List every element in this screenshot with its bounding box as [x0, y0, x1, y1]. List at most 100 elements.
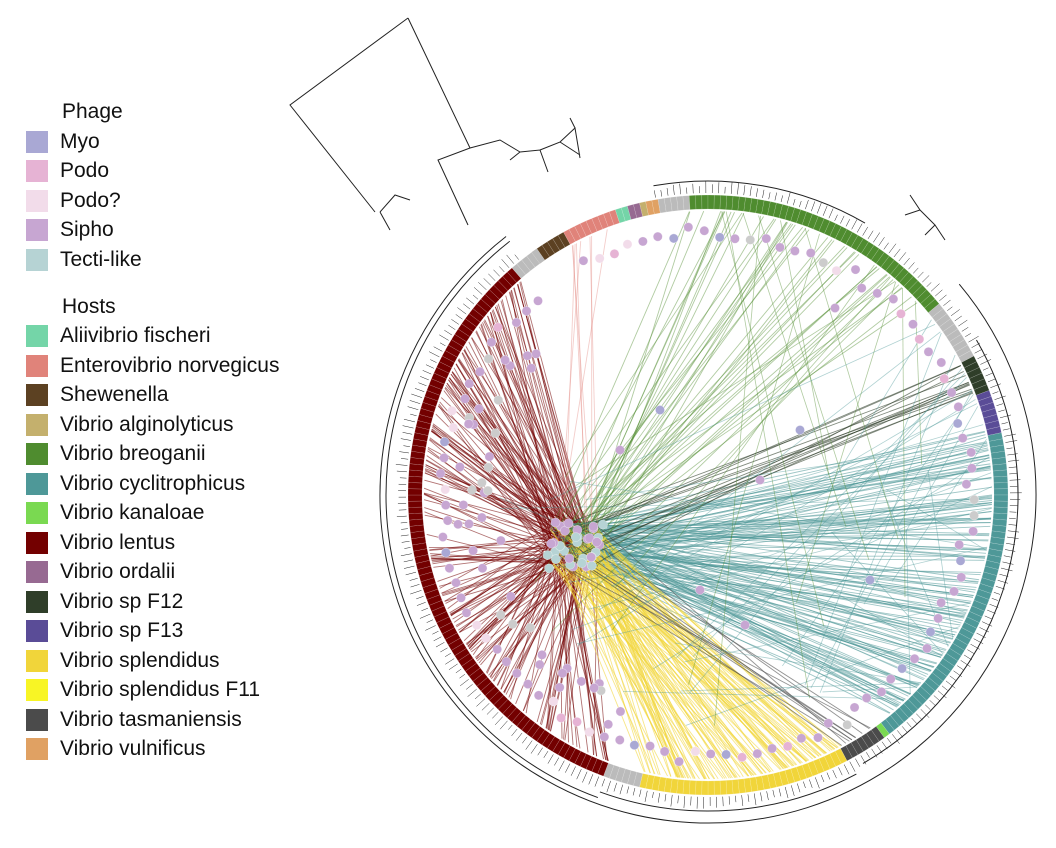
- tree-branch: [778, 788, 782, 797]
- infection-link: [448, 379, 558, 549]
- host-ring-tile: [920, 293, 936, 309]
- host-ring-tile: [621, 768, 632, 785]
- phage-node: [637, 236, 648, 247]
- tree-branch: [1007, 536, 1019, 539]
- phage-node: [818, 257, 829, 268]
- host-legend-item: Shewenella: [26, 381, 346, 411]
- infection-link: [586, 566, 651, 774]
- host-ring-tile: [615, 766, 626, 783]
- phage-node: [484, 451, 495, 462]
- host-ring-tile: [657, 776, 667, 793]
- host-ring-tile: [807, 213, 819, 230]
- phage-swatch: [26, 189, 48, 212]
- tree-branch: [448, 324, 456, 330]
- tree-branch: [840, 215, 845, 224]
- tree-branch: [619, 784, 623, 795]
- tree-branch: [543, 750, 549, 758]
- tree-branch: [990, 383, 1001, 388]
- host-ring-tile: [977, 583, 994, 594]
- tree-branch: [860, 755, 867, 765]
- infection-link: [432, 425, 587, 533]
- host-ring-tile: [410, 444, 427, 454]
- infection-link: [558, 383, 970, 551]
- phage-node: [451, 577, 461, 588]
- tree-branch: [486, 707, 494, 715]
- infection-link: [714, 215, 761, 726]
- tree-branch: [987, 609, 996, 614]
- host-swatch: [26, 531, 48, 554]
- host-ring-tile: [767, 773, 777, 789]
- host-ring-tile: [928, 672, 944, 687]
- infection-link: [588, 527, 683, 778]
- host-ring-tile: [958, 350, 975, 363]
- tree-branch: [851, 219, 858, 230]
- tree-branch: [411, 393, 423, 398]
- tree-branch: [1008, 459, 1020, 462]
- host-legend-label: Vibrio lentus: [60, 530, 176, 554]
- infection-link: [567, 502, 992, 551]
- host-ring-tile: [916, 289, 932, 304]
- host-ring-tile: [408, 469, 424, 478]
- host-ring-tile: [431, 605, 447, 618]
- tree-branch: [403, 565, 415, 569]
- phage-node: [477, 512, 487, 523]
- infection-link: [582, 450, 989, 554]
- phage-node: [690, 746, 701, 757]
- host-ring-tile: [755, 775, 765, 792]
- infection-link: [589, 236, 599, 559]
- infection-link: [822, 686, 918, 693]
- host-ring-tile: [983, 414, 999, 425]
- tree-branch: [838, 767, 843, 776]
- tree-branch: [613, 782, 617, 792]
- infection-link: [804, 227, 899, 539]
- host-ring-tile: [743, 197, 753, 213]
- host-ring-tile: [773, 202, 783, 219]
- host-ring-tile: [829, 223, 842, 240]
- host-ring-tile: [707, 780, 715, 796]
- host-ring-tile: [579, 220, 592, 237]
- infection-link: [583, 549, 974, 598]
- infection-link: [611, 264, 875, 631]
- phage-legend-label: Tecti-like: [60, 247, 142, 271]
- host-ring-tile: [988, 542, 1005, 552]
- host-ring-tile: [993, 500, 1009, 508]
- tree-branch: [410, 413, 417, 417]
- host-ring-tile: [778, 204, 789, 220]
- host-ring-tile: [521, 718, 536, 735]
- host-ring-tile: [426, 594, 443, 606]
- host-ring-tile: [468, 667, 485, 682]
- phage-node: [480, 633, 491, 644]
- host-ring-tile: [990, 450, 1006, 460]
- host-ring-tile: [526, 252, 541, 268]
- legend-phage-items: Myo Podo Podo? Sipho Tecti-like: [26, 127, 346, 275]
- host-ring-tile: [903, 699, 919, 714]
- phage-node: [442, 515, 453, 526]
- tree-branch: [402, 425, 414, 429]
- phage-node: [831, 265, 842, 276]
- host-ring-tile: [743, 777, 753, 793]
- phage-node: [872, 288, 883, 299]
- phage-node: [914, 334, 925, 345]
- host-legend-label: Vibrio vulnificus: [60, 737, 206, 761]
- phage-node: [752, 748, 763, 759]
- tree-branch: [826, 772, 831, 780]
- host-ring-tile: [436, 361, 453, 374]
- tree-branch: [828, 208, 834, 219]
- tree-branch: [582, 771, 588, 783]
- infection-link: [614, 277, 891, 588]
- infection-link: [598, 555, 965, 618]
- tree-branch: [799, 200, 802, 208]
- tree-branch: [425, 625, 436, 631]
- host-ring-tile: [484, 289, 500, 304]
- tree-branch: [973, 638, 984, 644]
- phage-node: [589, 683, 600, 693]
- host-legend-label: Vibrio ordalii: [60, 560, 176, 584]
- infection-link: [588, 557, 690, 779]
- phage-node: [737, 752, 747, 763]
- host-ring-tile: [444, 344, 461, 358]
- infection-link: [571, 534, 825, 755]
- infection-link: [594, 527, 950, 646]
- infection-link: [553, 563, 715, 780]
- phage-node: [652, 231, 663, 242]
- phage-node: [564, 553, 575, 564]
